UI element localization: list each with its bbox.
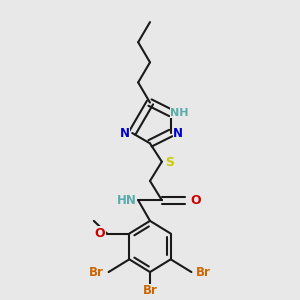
- Text: O: O: [94, 227, 105, 240]
- Text: N: N: [120, 127, 130, 140]
- Text: N: N: [173, 127, 183, 140]
- Text: Br: Br: [142, 284, 158, 297]
- Text: O: O: [190, 194, 201, 207]
- Text: NH: NH: [170, 108, 189, 118]
- Text: HN: HN: [116, 194, 136, 207]
- Text: Br: Br: [89, 266, 104, 278]
- Text: Br: Br: [196, 266, 211, 278]
- Text: S: S: [166, 156, 175, 169]
